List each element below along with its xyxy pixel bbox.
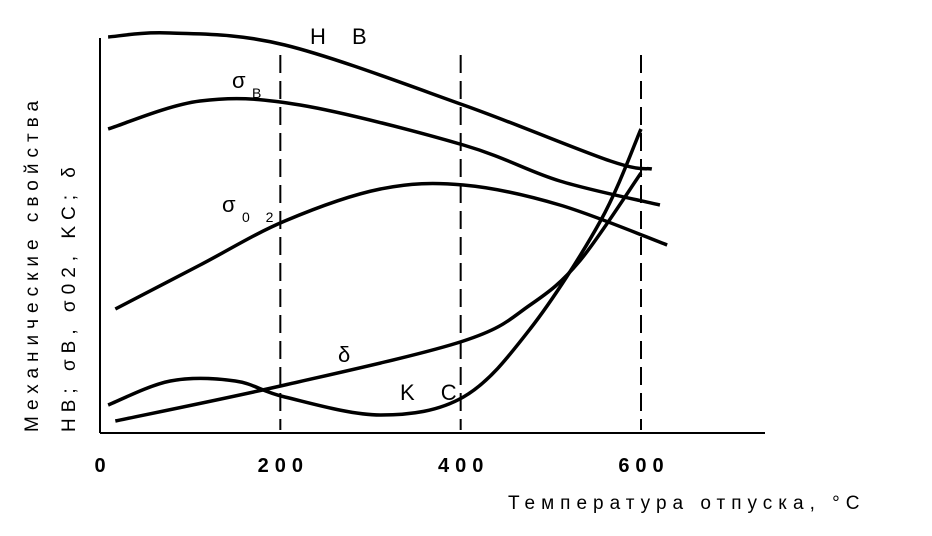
curve — [114, 181, 668, 311]
x-axis-label: Температура отпуска, °C — [508, 493, 865, 514]
curve — [107, 128, 643, 417]
curve — [107, 31, 653, 171]
series-label: K C — [400, 380, 467, 405]
series-label: σ — [222, 192, 246, 217]
x-tick-label: 0 — [94, 455, 111, 477]
curve — [107, 96, 661, 207]
series-label: H B — [310, 24, 377, 49]
x-tick-label: 600 — [618, 455, 669, 477]
series-label-subscript: 0 2 — [242, 209, 279, 225]
curve — [114, 171, 643, 423]
x-tick-label: 400 — [438, 455, 489, 477]
series-label: δ — [338, 342, 360, 367]
series-label-subscript: B — [252, 85, 267, 101]
series-label: σ — [232, 68, 256, 93]
x-tick-label: 200 — [258, 455, 309, 477]
y-axis-label: HB; σB, σ02, KC; δ — [59, 161, 80, 432]
y-axis-label: Механические свойства — [22, 95, 43, 432]
